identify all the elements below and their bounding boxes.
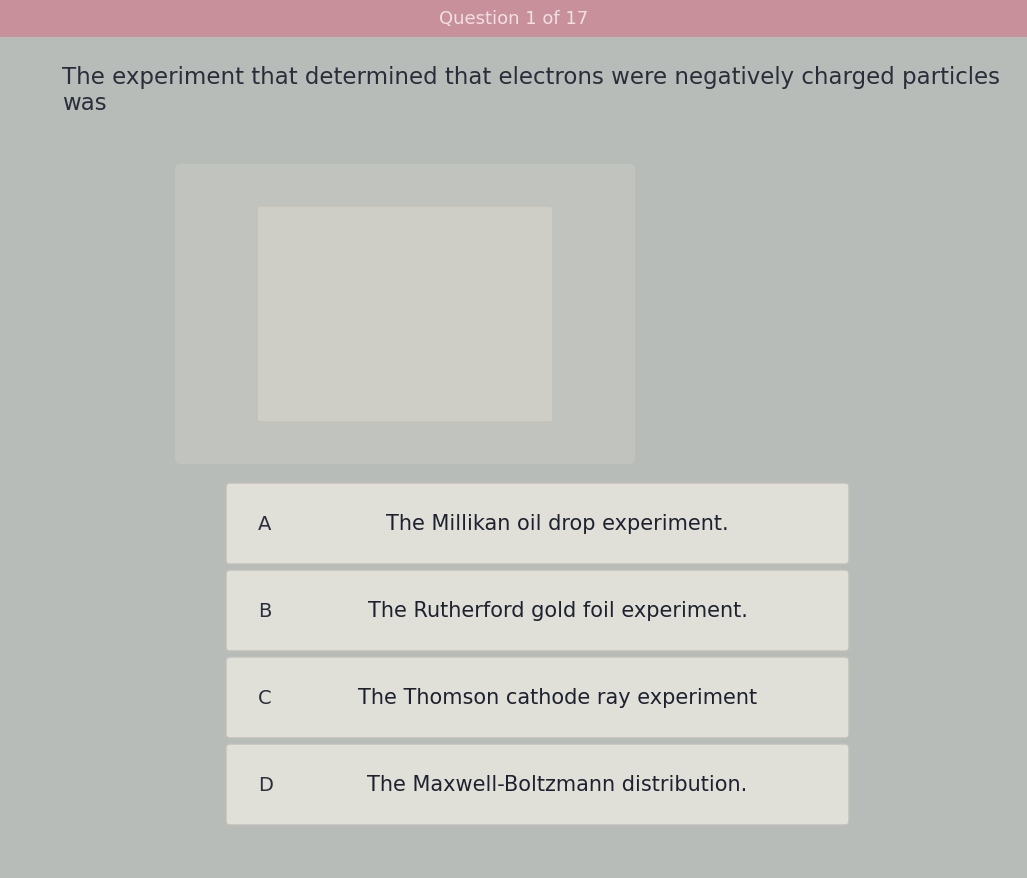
FancyBboxPatch shape [257,206,553,422]
FancyBboxPatch shape [226,658,849,738]
FancyBboxPatch shape [226,484,849,565]
Text: was: was [62,92,107,115]
Bar [0,0,1027,38]
Text: The Rutherford gold foil experiment.: The Rutherford gold foil experiment. [368,601,748,621]
Text: D: D [258,775,273,794]
Text: The Maxwell-Boltzmann distribution.: The Maxwell-Boltzmann distribution. [368,774,748,795]
Text: The Thomson cathode ray experiment: The Thomson cathode ray experiment [358,687,757,708]
Text: The experiment that determined that electrons were negatively charged particles: The experiment that determined that elec… [62,66,1000,89]
Text: The Millikan oil drop experiment.: The Millikan oil drop experiment. [386,514,729,534]
FancyBboxPatch shape [226,745,849,825]
FancyBboxPatch shape [226,571,849,651]
Text: C: C [258,688,271,707]
FancyBboxPatch shape [175,165,635,464]
Text: A: A [258,515,271,534]
Text: B: B [258,601,271,620]
Text: Question 1 of 17: Question 1 of 17 [439,10,588,28]
